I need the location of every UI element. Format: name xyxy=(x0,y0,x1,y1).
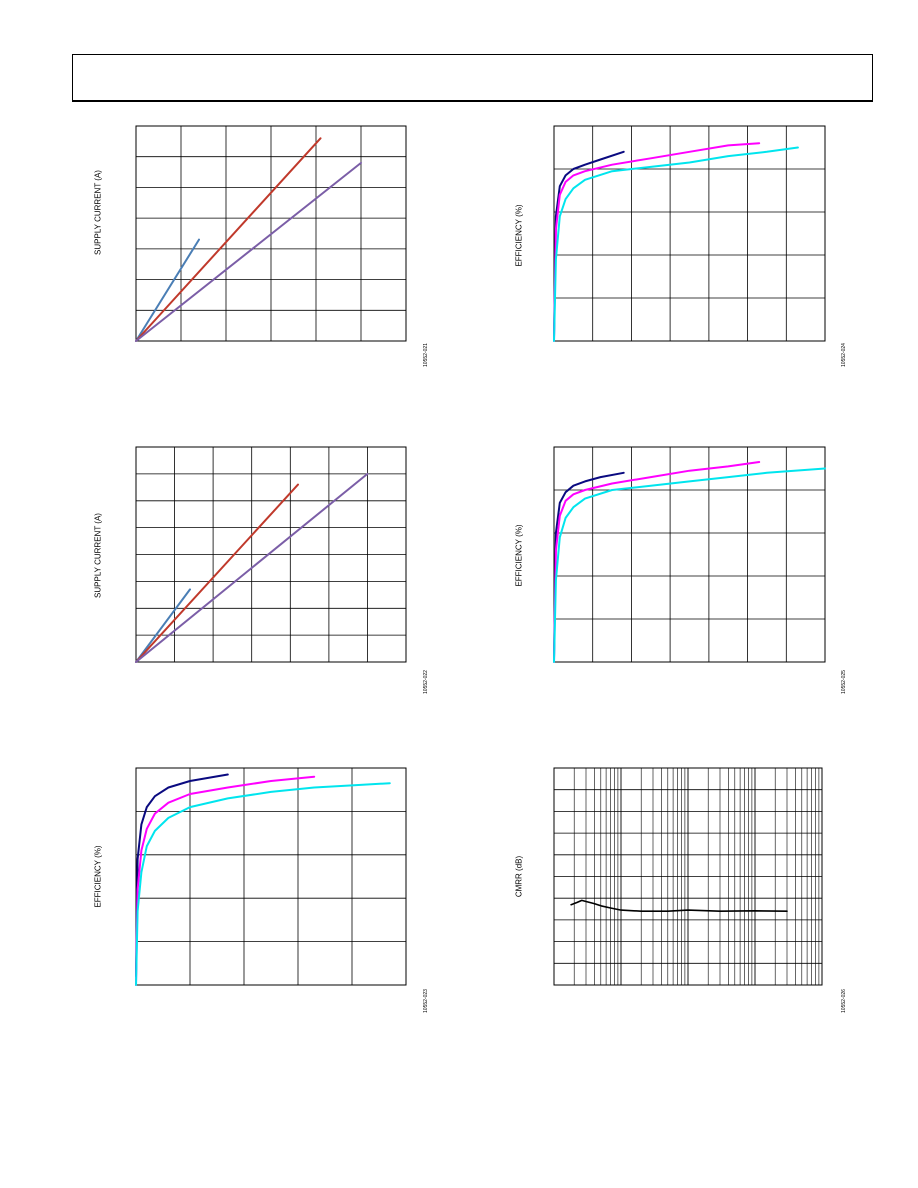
chart-efficiency-2 xyxy=(553,446,826,663)
chart-plot-svg xyxy=(135,767,407,986)
series-line-blue xyxy=(135,238,200,342)
chart-plot-svg xyxy=(553,446,826,663)
figure-id-chart6: 10552-026 xyxy=(841,989,847,1013)
figure-id-chart1: 10552-021 xyxy=(423,343,429,367)
figure-id-chart4: 10552-025 xyxy=(841,670,847,694)
ylabel-chart1: SUPPLY CURRENT (A) xyxy=(93,170,103,255)
series-line-cyan xyxy=(135,782,391,986)
plot-frame xyxy=(553,767,823,986)
series-line-navy xyxy=(553,150,625,338)
figure-id-chart3: 10552-022 xyxy=(423,670,429,694)
plot-frame xyxy=(135,125,407,342)
figure-id-chart5: 10552-023 xyxy=(423,989,429,1013)
ylabel-chart5: EFFICIENCY (%) xyxy=(93,845,103,908)
chart-efficiency-3 xyxy=(135,767,407,986)
series-line-purple xyxy=(135,472,369,663)
plot-frame xyxy=(135,767,407,986)
series-line-red xyxy=(135,483,299,663)
chart-supply-current-1 xyxy=(135,125,407,342)
chart-efficiency-1 xyxy=(553,125,826,342)
series-line-black xyxy=(570,899,788,912)
ylabel-chart3: SUPPLY CURRENT (A) xyxy=(93,513,103,598)
chart-supply-current-2 xyxy=(135,446,407,663)
chart-plot-svg xyxy=(553,125,826,342)
series-line-magenta xyxy=(553,142,761,342)
series-line-cyan xyxy=(553,467,826,663)
plot-frame xyxy=(553,125,826,342)
series-line-magenta xyxy=(553,461,761,663)
plot-frame xyxy=(135,446,407,663)
series-line-red xyxy=(135,137,322,342)
series-line-purple xyxy=(135,161,362,342)
chart-plot-svg xyxy=(135,446,407,663)
plot-frame xyxy=(553,446,826,663)
figure-id-chart2: 10552-024 xyxy=(841,343,847,367)
series-line-magenta xyxy=(135,775,316,986)
ylabel-chart6: CMRR (dB) xyxy=(514,855,524,898)
page-header-box xyxy=(72,54,873,102)
chart-plot-svg xyxy=(135,125,407,342)
ylabel-chart2: EFFICIENCY (%) xyxy=(514,204,524,267)
series-line-navy xyxy=(135,773,229,978)
ylabel-chart4: EFFICIENCY (%) xyxy=(514,524,524,587)
chart-cmrr xyxy=(553,767,823,986)
series-line-navy xyxy=(553,471,625,659)
series-line-cyan xyxy=(553,146,799,342)
chart-plot-svg xyxy=(553,767,823,986)
series-line-blue xyxy=(135,588,191,663)
